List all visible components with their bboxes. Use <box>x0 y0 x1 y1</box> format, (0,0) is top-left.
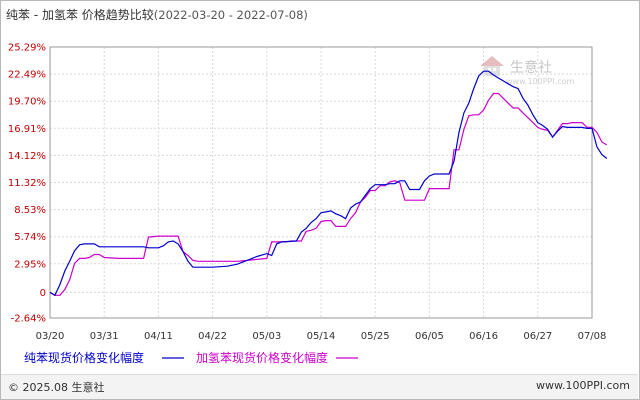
y-tick-label: 19.70% <box>8 97 46 108</box>
x-tick-label: 03/31 <box>90 331 119 342</box>
legend: 纯苯现货价格变化幅度 加氢苯现货价格变化幅度 <box>24 350 358 365</box>
chart-title: 纯苯 - 加氢苯 价格趋势比较(2022-03-20 - 2022-07-08) <box>6 6 308 23</box>
watermark-logo-icon <box>480 56 504 76</box>
x-tick-label: 04/22 <box>198 331 227 342</box>
y-axis-ticks: 25.29% 22.49% 19.70% 16.91% 14.12% 11.32% 8.53… <box>8 43 46 325</box>
watermark-url: www.100PPI.com <box>506 77 575 86</box>
y-tick-label: 8.53% <box>14 205 46 216</box>
date-range: (2022-03-20 - 2022-07-08) <box>153 8 308 22</box>
x-tick-label: 06/27 <box>523 331 552 342</box>
y-tick-label: -2.64% <box>11 314 46 325</box>
y-tick-label: 16.91% <box>8 124 46 135</box>
x-tick-label: 04/11 <box>144 331 173 342</box>
y-tick-label: 25.29% <box>8 43 46 54</box>
y-tick-label: 11.32% <box>8 178 46 189</box>
title-text: 纯苯 - 加氢苯 价格趋势比较 <box>6 8 154 22</box>
x-tick-label: 05/14 <box>307 331 336 342</box>
footer-bar <box>1 374 638 399</box>
x-tick-label: 03/20 <box>36 331 65 342</box>
y-tick-label: 14.12% <box>8 151 46 162</box>
plot-border <box>49 46 593 319</box>
watermark-text: 生意社 <box>510 59 552 76</box>
x-tick-label: 06/05 <box>415 331 444 342</box>
x-tick-label: 05/25 <box>361 331 390 342</box>
y-tick-label: 5.74% <box>14 232 46 243</box>
x-tick-label: 05/03 <box>252 331 281 342</box>
y-tick-label: 2.95% <box>14 259 46 270</box>
watermark: 生意社 www.100PPI.com <box>480 56 575 86</box>
x-tick-label: 06/16 <box>469 331 498 342</box>
y-tick-label: 0 <box>40 288 46 299</box>
legend-label-2: 加氢苯现货价格变化幅度 <box>196 350 328 365</box>
x-tick-label: 07/08 <box>578 331 607 342</box>
series-line-1 <box>49 70 608 297</box>
footer-url: www.100PPI.com <box>536 379 630 392</box>
legend-label-1: 纯苯现货价格变化幅度 <box>24 350 144 365</box>
x-axis-ticks: 03/20 03/31 04/11 04/22 05/03 05/14 05/25 06/05… <box>36 331 607 342</box>
y-tick-label: 22.49% <box>8 70 46 81</box>
footer-copyright: © 2025.08 生意社 <box>8 381 105 394</box>
series-line-2 <box>49 92 608 296</box>
series-lines <box>49 70 608 297</box>
grid-lines <box>49 46 593 319</box>
